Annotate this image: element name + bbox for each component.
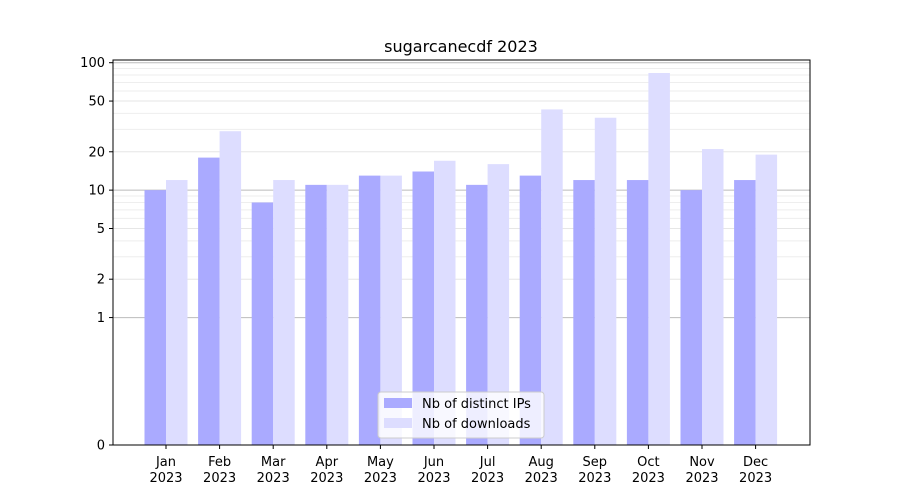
x-tick-label: Sep 2023 [578, 455, 611, 486]
plot-frame [112, 59, 811, 446]
bar [573, 180, 595, 445]
x-tick-label: Nov 2023 [685, 455, 718, 486]
bar [466, 184, 488, 445]
bar [326, 184, 349, 445]
bars-layer [144, 73, 778, 446]
bar [380, 175, 402, 445]
bar [487, 164, 510, 445]
bar [305, 184, 327, 445]
legend-swatch [384, 418, 412, 428]
legend: Nb of distinct IPs Nb of downloads [377, 391, 545, 439]
bar [219, 131, 242, 445]
bar [755, 154, 778, 445]
x-tick-label: Apr 2023 [310, 455, 343, 486]
bar [519, 175, 542, 445]
x-axis: Jan 2023 Feb 2023 Mar 2023 Apr 2023 May 2023 Jun 20… [149, 445, 772, 486]
bar [648, 73, 670, 446]
chart-title: sugarcanecdf 2023 [384, 37, 538, 56]
bar [626, 180, 649, 445]
bar [412, 171, 434, 445]
legend-swatch [384, 398, 412, 408]
y-tick-label: 5 [97, 222, 105, 237]
bar [251, 202, 274, 445]
bar [273, 180, 295, 445]
x-tick-label: Feb 2023 [203, 455, 236, 486]
y-tick-label: 0 [97, 439, 105, 454]
legend-box [377, 391, 545, 439]
y-tick-label: 20 [88, 145, 105, 160]
x-tick-label: Jan 2023 [149, 455, 182, 486]
y-axis: 0 1 2 5 10 20 50 100 [80, 56, 113, 454]
y-tick-label: 100 [80, 56, 105, 71]
bar [166, 180, 188, 445]
bar [198, 157, 220, 445]
y-tick-label: 10 [88, 184, 105, 199]
bar [144, 190, 166, 445]
bar [594, 117, 617, 446]
bar [541, 109, 563, 445]
y-tick-label: 1 [97, 311, 105, 326]
bar [434, 160, 456, 446]
x-tick-label: Jul 2023 [471, 455, 504, 486]
bar [358, 175, 381, 445]
x-tick-label: Mar 2023 [257, 455, 290, 486]
bar [702, 149, 724, 445]
x-tick-label: Aug 2023 [525, 455, 558, 486]
legend-label: Nb of downloads [422, 417, 531, 432]
x-tick-label: Oct 2023 [632, 455, 665, 486]
bar [734, 180, 756, 445]
y-tick-label: 50 [88, 95, 105, 110]
bar [680, 190, 702, 445]
legend-label: Nb of distinct IPs [422, 397, 531, 412]
x-tick-label: Dec 2023 [739, 455, 772, 486]
y-tick-label: 2 [97, 273, 105, 288]
x-tick-label: Jun 2023 [417, 455, 450, 486]
x-tick-label: May 2023 [364, 455, 397, 486]
